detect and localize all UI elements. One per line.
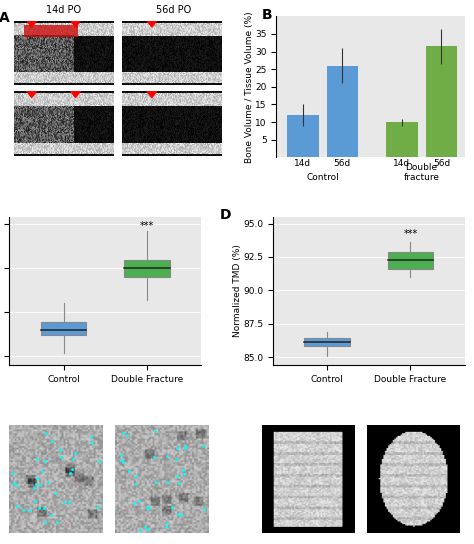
- Text: 14d: 14d: [393, 159, 410, 168]
- Text: 14d: 14d: [294, 159, 311, 168]
- Y-axis label: Bone Volume / Tissue Volume (%): Bone Volume / Tissue Volume (%): [245, 11, 254, 163]
- Text: 14d PO: 14d PO: [46, 5, 81, 15]
- Text: A: A: [0, 11, 9, 24]
- Text: 56d PO: 56d PO: [156, 5, 191, 15]
- Bar: [426, 46, 457, 157]
- Text: ***: ***: [403, 229, 418, 239]
- Bar: [287, 115, 319, 157]
- Text: Control: Control: [306, 173, 339, 182]
- Text: 56d: 56d: [433, 159, 450, 168]
- Bar: [41, 322, 86, 335]
- Text: 56d: 56d: [334, 159, 351, 168]
- Text: D: D: [220, 208, 231, 222]
- Bar: [304, 338, 350, 346]
- Bar: [388, 252, 433, 269]
- Bar: [124, 260, 170, 277]
- Y-axis label: Normalized TMD (%): Normalized TMD (%): [233, 245, 242, 337]
- Text: ***: ***: [139, 221, 154, 231]
- Text: Double
fracture: Double fracture: [404, 163, 439, 182]
- Text: B: B: [261, 8, 272, 22]
- Bar: [386, 122, 418, 157]
- Bar: [327, 66, 358, 157]
